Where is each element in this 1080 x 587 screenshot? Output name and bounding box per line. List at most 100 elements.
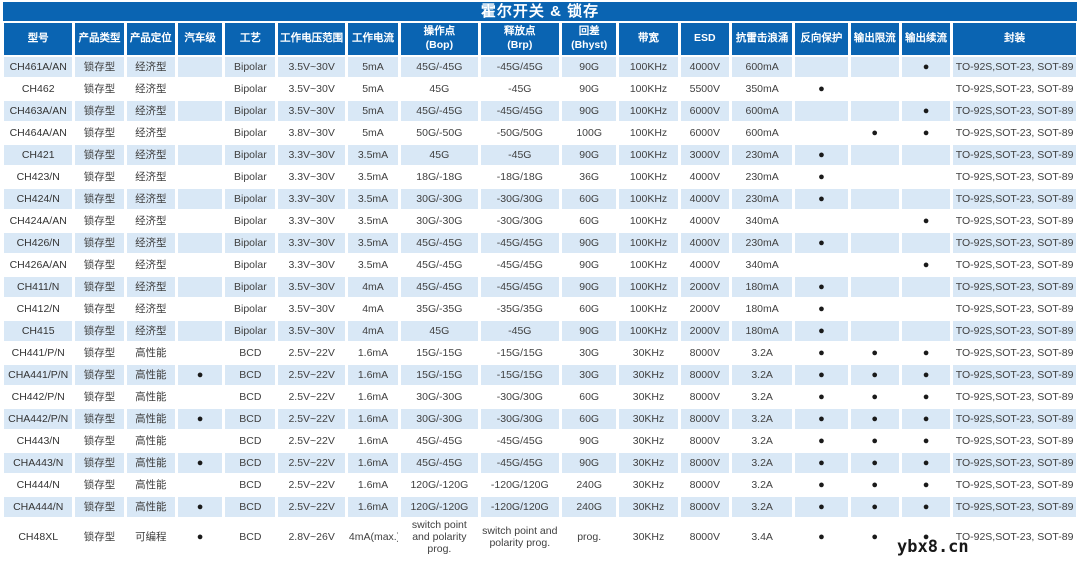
table-row: CH424A/AN 锁存型 经济型 Bipolar 3.3V~30V 3.5mA 30G/-… [4,211,1076,231]
cell-hysteresis: prog. [562,519,617,556]
cell-package: TO-92S,SOT-23, SOT-89 [953,475,1076,495]
cell-output-freewheel [901,79,951,99]
cell-positioning: 经济型 [126,189,175,209]
cell-package: TO-92S,SOT-23, SOT-89 [953,123,1076,143]
cell-operate-point: 30G/-30G [401,211,478,231]
cell-automotive-grade [177,431,223,451]
cell-esd: 2000V [680,321,729,341]
cell-esd: 2000V [680,277,729,297]
cell-output-limit [850,189,899,209]
column-header-operating-current: 工作电流 [347,23,399,55]
cell-model: CH415 [4,321,73,341]
cell-operate-point: 30G/-30G [401,409,478,429]
cell-release-point: -35G/35G [480,299,560,319]
cell-voltage-range: 3.3V~30V [278,189,345,209]
cell-product-type: 锁存型 [75,101,124,121]
cell-output-limit [850,79,899,99]
column-header-label: 抗雷击浪涌 [735,32,789,45]
column-header-label: 操作点 [423,25,456,38]
cell-model: CH411/N [4,277,73,297]
cell-surge-immunity: 180mA [731,299,793,319]
column-header-positioning: 产品定位 [126,23,175,55]
cell-positioning: 高性能 [126,497,175,517]
cell-bandwidth: 100KHz [619,277,678,297]
column-header-label: 工作电流 [352,32,394,45]
cell-product-type: 锁存型 [75,497,124,517]
table-row: CH412/N 锁存型 经济型 Bipolar 3.5V~30V 4mA 35G/-35G -… [4,299,1076,319]
cell-reverse-protection: ● [795,453,848,473]
cell-release-point: -45G/45G [480,233,560,253]
cell-package: TO-92S,SOT-23, SOT-89 [953,255,1076,275]
cell-release-point: -45G/45G [480,453,560,473]
column-header-label: 汽车级 [184,32,216,45]
cell-bandwidth: 30KHz [619,343,678,363]
cell-output-limit [850,167,899,187]
cell-package: TO-92S,SOT-23, SOT-89 [953,453,1076,473]
cell-output-freewheel [901,299,951,319]
cell-esd: 8000V [680,497,729,517]
cell-process: Bipolar [225,211,276,231]
cell-esd: 3000V [680,145,729,165]
cell-process: Bipolar [225,123,276,143]
cell-operate-point: 45G/-45G [401,255,478,275]
cell-operating-current: 1.6mA [347,343,399,363]
cell-bandwidth: 100KHz [619,321,678,341]
cell-esd: 8000V [680,475,729,495]
cell-esd: 8000V [680,343,729,363]
cell-surge-immunity: 3.2A [731,497,793,517]
cell-voltage-range: 3.5V~30V [278,321,345,341]
cell-reverse-protection: ● [795,431,848,451]
cell-output-freewheel [901,189,951,209]
cell-product-type: 锁存型 [75,475,124,495]
table-row: CH411/N 锁存型 经济型 Bipolar 3.5V~30V 4mA 45G/-45G -… [4,277,1076,297]
cell-product-type: 锁存型 [75,431,124,451]
cell-bandwidth: 30KHz [619,497,678,517]
cell-automotive-grade [177,233,223,253]
table-row: CHA443/N 锁存型 高性能 ● BCD 2.5V~22V 1.6mA 45G/-45G -… [4,453,1076,473]
cell-positioning: 高性能 [126,475,175,495]
cell-model: CHA444/N [4,497,73,517]
cell-model: CH463A/AN [4,101,73,121]
column-header-surge-immunity: 抗雷击浪涌 [731,23,793,55]
cell-output-limit: ● [850,497,899,517]
cell-output-limit [850,321,899,341]
cell-bandwidth: 30KHz [619,387,678,407]
cell-process: Bipolar [225,255,276,275]
cell-product-type: 锁存型 [75,299,124,319]
cell-esd: 8000V [680,431,729,451]
cell-reverse-protection: ● [795,387,848,407]
table-row: CH423/N 锁存型 经济型 Bipolar 3.3V~30V 3.5mA 18G/-18… [4,167,1076,187]
cell-reverse-protection: ● [795,365,848,385]
cell-package: TO-92S,SOT-23, SOT-89 [953,79,1076,99]
cell-automotive-grade: ● [177,519,223,556]
cell-automotive-grade [177,79,223,99]
cell-surge-immunity: 350mA [731,79,793,99]
cell-output-limit [850,211,899,231]
table-row: CH443/N 锁存型 高性能 BCD 2.5V~22V 1.6mA 45G/-45G -45… [4,431,1076,451]
cell-hysteresis: 60G [562,299,617,319]
cell-operating-current: 1.6mA [347,387,399,407]
cell-operate-point: 120G/-120G [401,497,478,517]
cell-automotive-grade [177,101,223,121]
table-row: CH442/P/N 锁存型 高性能 BCD 2.5V~22V 1.6mA 30G/-30G -… [4,387,1076,407]
cell-reverse-protection [795,255,848,275]
cell-release-point: -50G/50G [480,123,560,143]
cell-esd: 4000V [680,211,729,231]
cell-hysteresis: 90G [562,57,617,77]
cell-hysteresis: 100G [562,123,617,143]
cell-output-freewheel: ● [901,57,951,77]
cell-automotive-grade [177,145,223,165]
cell-output-freewheel: ● [901,365,951,385]
cell-output-limit [850,233,899,253]
cell-operating-current: 4mA [347,321,399,341]
column-header-label: 产品定位 [129,32,172,45]
cell-operate-point: 120G/-120G [401,475,478,495]
cell-operating-current: 4mA(max.) [347,519,399,556]
cell-esd: 4000V [680,189,729,209]
product-spec-table: 型号 产品类型 产品定位 汽车级 工艺 工作电压范围 工作电流 操作点 (Bop) 释放点 (Brp… [1,21,1079,557]
column-header-sublabel: (Bhyst) [571,39,608,51]
cell-package: TO-92S,SOT-23, SOT-89 [953,365,1076,385]
cell-bandwidth: 100KHz [619,211,678,231]
cell-surge-immunity: 230mA [731,167,793,187]
column-header-operate-point: 操作点 (Bop) [401,23,478,55]
